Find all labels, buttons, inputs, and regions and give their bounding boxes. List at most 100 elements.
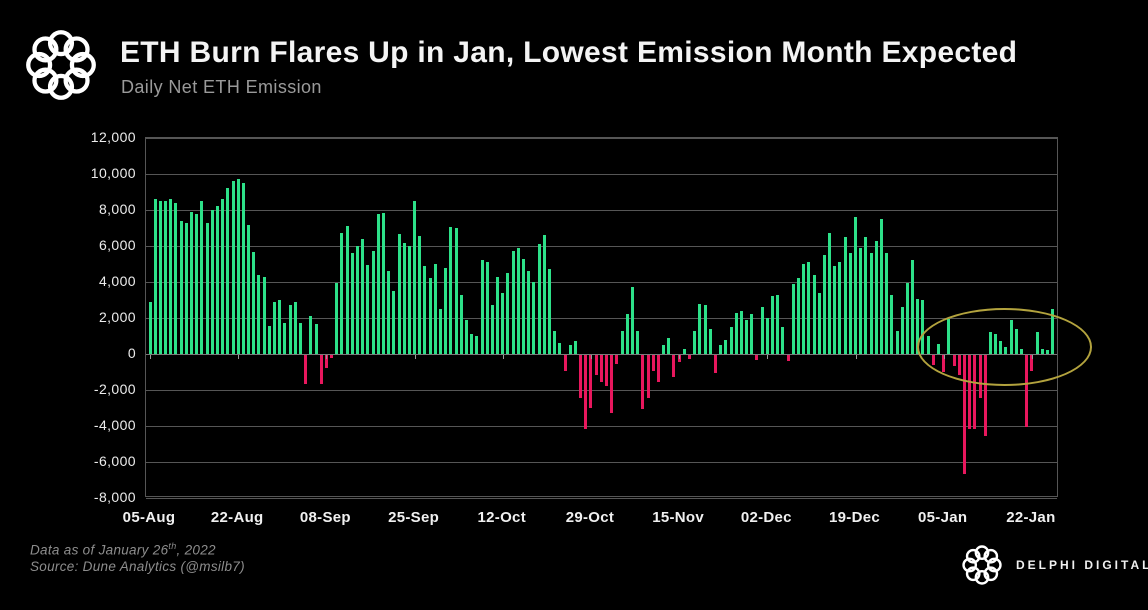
bar-positive-emission <box>158 201 162 354</box>
bar-positive-emission <box>205 222 209 354</box>
x-axis-tick <box>238 355 240 359</box>
bar-positive-emission <box>345 225 349 354</box>
bar-positive-emission <box>739 310 743 354</box>
x-axis-tick <box>590 355 592 359</box>
bar-positive-emission <box>662 345 666 354</box>
gridline <box>146 210 1057 211</box>
bar-positive-emission <box>895 330 899 354</box>
x-axis-tick-label: 19-Dec <box>829 509 880 526</box>
bar-positive-emission <box>454 228 458 354</box>
bar-positive-emission <box>475 336 479 354</box>
bar-positive-emission <box>802 264 806 354</box>
bar-negative-emission <box>599 355 603 382</box>
bar-positive-emission <box>869 253 873 354</box>
bar-positive-emission <box>231 181 235 354</box>
bar-positive-emission <box>874 240 878 354</box>
data-as-of-note: Data as of January 26th, 2022 <box>30 541 216 558</box>
bar-positive-emission <box>620 330 624 354</box>
bar-positive-emission <box>236 179 240 354</box>
bar-positive-emission <box>356 246 359 354</box>
gridline <box>146 174 1057 175</box>
gridline <box>146 498 1057 499</box>
bar-positive-emission <box>298 323 302 354</box>
bar-negative-emission <box>1025 355 1029 427</box>
bar-positive-emission <box>470 334 474 354</box>
plot-area <box>145 137 1058 499</box>
delphi-logo-icon <box>26 30 96 100</box>
bar-negative-emission <box>672 355 676 377</box>
bar-negative-emission <box>330 355 334 358</box>
bar-positive-emission <box>485 262 489 354</box>
bar-positive-emission <box>210 210 214 354</box>
bar-positive-emission <box>480 259 484 354</box>
bar-positive-emission <box>439 309 442 354</box>
x-axis-tick <box>502 355 504 359</box>
x-axis-tick <box>150 355 151 359</box>
y-axis-tick-label: -8,000 <box>93 489 136 505</box>
bar-positive-emission <box>527 271 531 354</box>
source-note: Source: Dune Analytics (@msilb7) <box>30 559 245 574</box>
y-axis-tick-label: 6,000 <box>98 237 136 253</box>
brand-footer: DELPHI DIGITAL <box>960 543 1148 587</box>
bar-positive-emission <box>729 327 733 354</box>
bar-positive-emission <box>734 312 738 354</box>
bar-positive-emission <box>781 327 785 354</box>
bar-positive-emission <box>350 252 354 354</box>
bar-positive-emission <box>625 314 629 354</box>
bar-positive-emission <box>921 300 925 354</box>
bar-positive-emission <box>215 206 219 354</box>
bar-positive-emission <box>267 326 271 354</box>
zero-axis-line <box>146 354 1057 355</box>
bar-positive-emission <box>309 316 313 354</box>
gridline <box>146 390 1057 391</box>
bar-positive-emission <box>864 237 868 354</box>
bar-positive-emission <box>558 343 562 354</box>
bar-positive-emission <box>184 222 188 354</box>
bar-positive-emission <box>366 264 370 354</box>
bar-positive-emission <box>392 291 396 354</box>
bar-positive-emission <box>464 319 468 354</box>
bar-positive-emission <box>667 337 671 354</box>
bar-positive-emission <box>568 345 572 354</box>
bar-negative-emission <box>688 355 691 359</box>
bar-positive-emission <box>335 282 339 354</box>
bar-positive-emission <box>542 235 546 354</box>
bar-negative-emission <box>646 355 650 399</box>
bar-positive-emission <box>905 282 909 354</box>
gridline <box>146 318 1057 319</box>
bar-positive-emission <box>911 260 915 354</box>
bar-positive-emission <box>760 307 764 354</box>
bar-positive-emission <box>796 278 800 354</box>
gridline <box>146 138 1057 139</box>
bar-positive-emission <box>838 262 842 354</box>
bar-positive-emission <box>900 307 904 354</box>
bar-positive-emission <box>765 318 769 354</box>
bar-positive-emission <box>361 239 365 354</box>
y-axis-tick-label: 12,000 <box>90 129 136 145</box>
bar-positive-emission <box>516 247 520 354</box>
bar-negative-emission <box>656 355 660 382</box>
x-axis-tick-label: 25-Sep <box>388 509 440 526</box>
bar-negative-emission <box>651 355 655 372</box>
bar-positive-emission <box>843 237 847 354</box>
bar-positive-emission <box>459 294 463 354</box>
bar-positive-emission <box>719 345 723 354</box>
bar-positive-emission <box>573 341 577 354</box>
bar-positive-emission <box>376 214 380 354</box>
bar-positive-emission <box>428 277 432 354</box>
bar-positive-emission <box>879 219 883 354</box>
gridline <box>146 282 1057 283</box>
bar-positive-emission <box>262 276 266 354</box>
bar-positive-emission <box>179 220 183 354</box>
bar-positive-emission <box>226 188 230 354</box>
bar-negative-emission <box>594 355 598 375</box>
bar-positive-emission <box>293 301 297 354</box>
brand-name: DELPHI DIGITAL <box>1016 558 1148 572</box>
bar-positive-emission <box>496 276 500 354</box>
bar-positive-emission <box>164 201 168 354</box>
bar-positive-emission <box>371 250 375 354</box>
bar-positive-emission <box>241 183 245 354</box>
bar-positive-emission <box>397 234 401 354</box>
bar-positive-emission <box>169 199 173 354</box>
delphi-logo-small-icon <box>962 545 1002 585</box>
